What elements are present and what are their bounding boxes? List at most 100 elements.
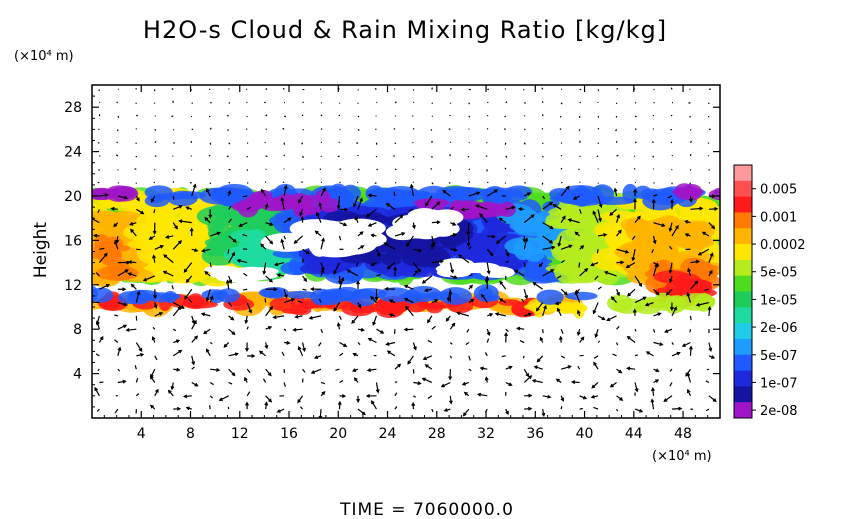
wind-arrowhead bbox=[176, 367, 181, 372]
wind-arrow bbox=[449, 87, 452, 90]
wind-arrow bbox=[595, 329, 599, 337]
wind-arrow bbox=[228, 168, 231, 171]
wind-arrow bbox=[612, 353, 617, 357]
wind-arrow bbox=[579, 155, 581, 158]
wind-arrow bbox=[374, 88, 377, 90]
wind-arrow bbox=[542, 222, 554, 229]
wind-arrow bbox=[616, 408, 619, 412]
wind-arrow bbox=[542, 269, 554, 277]
wind-arrowhead bbox=[543, 304, 547, 310]
wind-arrowhead bbox=[260, 243, 265, 248]
wind-arrowhead bbox=[668, 269, 673, 275]
wind-arrowhead bbox=[652, 240, 657, 245]
wind-arrow bbox=[560, 245, 572, 250]
wind-arrow bbox=[425, 364, 433, 370]
colorbar-swatch bbox=[734, 244, 752, 261]
wind-arrowhead bbox=[310, 370, 315, 374]
wind-arrow bbox=[412, 262, 421, 272]
wind-arrowhead bbox=[425, 202, 429, 207]
wind-arrow bbox=[466, 328, 470, 333]
wind-arrow bbox=[666, 288, 673, 296]
wind-arrow bbox=[627, 367, 636, 370]
wind-arrowhead bbox=[399, 214, 404, 219]
wind-arrowhead bbox=[203, 330, 208, 335]
wind-arrow bbox=[320, 328, 324, 334]
wind-arrow bbox=[449, 154, 451, 157]
wind-arrowhead bbox=[314, 230, 319, 235]
colorbar-swatch bbox=[734, 275, 752, 292]
wind-arrow bbox=[368, 222, 377, 227]
wind-arrow bbox=[262, 378, 267, 383]
colorbar-label: 2e-06 bbox=[760, 321, 798, 336]
wind-arrow bbox=[591, 382, 599, 389]
wind-arrowhead bbox=[283, 184, 288, 189]
wind-arrowhead bbox=[297, 345, 302, 351]
wind-arrowhead bbox=[264, 401, 269, 406]
wind-arrowhead bbox=[550, 269, 555, 273]
wind-arrow bbox=[431, 201, 440, 210]
wind-arrowhead bbox=[453, 247, 458, 252]
wind-arrowhead bbox=[709, 252, 714, 257]
wind-arrow bbox=[274, 262, 285, 266]
wind-arrowhead bbox=[185, 279, 190, 284]
wind-arrowhead bbox=[204, 271, 209, 275]
wind-arrowhead bbox=[486, 331, 491, 337]
wind-arrowhead bbox=[712, 398, 717, 403]
wind-arrow bbox=[320, 188, 326, 197]
wind-arrow bbox=[337, 155, 340, 158]
wind-arrowhead bbox=[238, 223, 243, 227]
wind-arrow bbox=[316, 212, 322, 223]
wind-arrowhead bbox=[456, 311, 461, 316]
wind-arrow bbox=[299, 406, 304, 410]
wind-arrowhead bbox=[434, 299, 439, 303]
wind-arrow bbox=[186, 275, 193, 283]
wind-arrow bbox=[135, 393, 140, 397]
plot-area bbox=[92, 87, 720, 418]
wind-arrow bbox=[542, 395, 551, 398]
wind-arrow bbox=[246, 182, 249, 184]
wind-arrowhead bbox=[95, 321, 100, 326]
wind-arrow bbox=[523, 88, 525, 91]
wind-arrow bbox=[117, 380, 126, 384]
wind-arrowhead bbox=[567, 218, 572, 223]
wind-arrowhead bbox=[603, 270, 609, 275]
wind-arrowhead bbox=[576, 309, 581, 314]
wind-arrow bbox=[593, 362, 599, 370]
wind-arrowhead bbox=[524, 295, 529, 300]
wind-arrowhead bbox=[130, 228, 134, 233]
wind-arrow bbox=[671, 307, 677, 317]
wind-arrow bbox=[335, 368, 340, 371]
wind-arrow bbox=[319, 88, 322, 90]
wind-arrow bbox=[634, 275, 642, 287]
wind-arrowhead bbox=[359, 197, 363, 202]
wind-arrow bbox=[690, 260, 699, 264]
wind-arrowhead bbox=[484, 279, 489, 284]
wind-arrowhead bbox=[446, 297, 451, 302]
wind-arrow bbox=[374, 182, 377, 185]
wind-arrowhead bbox=[231, 331, 236, 336]
wind-arrow bbox=[560, 328, 564, 335]
wind-arrowhead bbox=[580, 245, 585, 249]
wind-arrowhead bbox=[152, 254, 156, 259]
wind-arrowhead bbox=[346, 269, 351, 274]
wind-arrowhead bbox=[136, 290, 141, 295]
wind-arrowhead bbox=[127, 260, 133, 265]
wind-arrow bbox=[228, 328, 235, 335]
wind-arrow bbox=[242, 288, 248, 291]
wind-arrow bbox=[597, 127, 600, 130]
wind-arrow bbox=[631, 235, 636, 240]
wind-arrow bbox=[283, 289, 288, 298]
wind-arrowhead bbox=[178, 240, 182, 245]
wind-arrowhead bbox=[360, 327, 366, 332]
wind-arrow bbox=[486, 338, 490, 343]
wind-arrow bbox=[114, 240, 119, 250]
wind-arrowhead bbox=[413, 346, 417, 351]
wind-arrowhead bbox=[371, 400, 375, 405]
wind-arrow bbox=[96, 408, 100, 412]
wind-arrow bbox=[634, 296, 646, 304]
wind-arrow bbox=[338, 141, 341, 144]
wind-arrowhead bbox=[448, 400, 453, 405]
wind-arrow bbox=[117, 347, 121, 356]
wind-arrowhead bbox=[273, 287, 278, 292]
wind-arrowhead bbox=[234, 352, 240, 357]
